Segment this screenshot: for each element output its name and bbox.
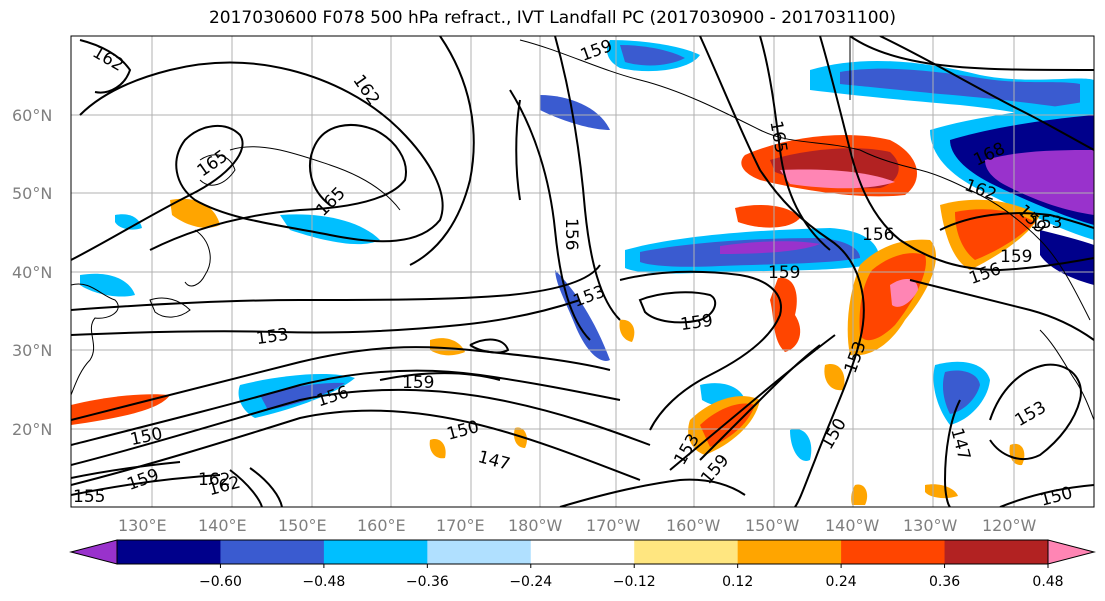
blue-region — [540, 95, 610, 130]
colorbar-frame — [116, 539, 1049, 565]
longitude-label: 150°W — [745, 516, 800, 535]
contour-label: 156 — [862, 225, 894, 245]
warm-region — [170, 198, 220, 228]
longitude-label: 130°W — [903, 516, 958, 535]
longitude-label: 170°E — [436, 516, 485, 535]
contour-label: 150 — [1038, 483, 1075, 511]
blue-region — [1040, 230, 1094, 285]
warm-region — [735, 205, 800, 228]
longitude-label: 160°E — [357, 516, 406, 535]
colorbar-tick-label: 0.12 — [722, 574, 753, 590]
longitude-label: 180°W — [508, 516, 563, 535]
contour-label: 153 — [255, 325, 290, 349]
plot-area: 162 162 159 165 165 165 168 162 159 156 … — [71, 36, 1094, 511]
contour-label: 159 — [679, 311, 714, 335]
contour-label: 162 — [198, 470, 230, 490]
latitude-label: 30°N — [12, 341, 52, 360]
longitude-label: 150°E — [278, 516, 327, 535]
colorbar-right-extension — [1047, 539, 1096, 565]
warm-region — [851, 484, 868, 505]
latitude-label: 40°N — [12, 263, 52, 282]
warm-region — [514, 427, 527, 448]
warm-region — [890, 278, 918, 307]
colorbar-segment — [220, 540, 325, 564]
map-frame — [70, 35, 1095, 508]
colorbar-segment — [323, 540, 428, 564]
contour-label: 153 — [1030, 213, 1062, 233]
colorbar-segment — [427, 540, 532, 564]
colorbar-tick-label: −0.36 — [406, 574, 449, 590]
colorbar: −0.60 −0.48 −0.36 −0.24 −0.12 0.12 0.24 0.36 0.4… — [69, 539, 1096, 590]
blue-region — [840, 68, 1080, 110]
colorbar-segment — [530, 540, 635, 564]
warm-region — [429, 439, 446, 459]
colorbar-tick-label: −0.48 — [302, 574, 345, 590]
longitude-label: 130°E — [118, 516, 167, 535]
coastlines — [71, 36, 1094, 421]
contour-label: 156 — [561, 218, 581, 250]
colorbar-left-extension — [69, 539, 118, 565]
colorbar-tick-label: −0.24 — [509, 574, 552, 590]
colorbar-tick-label: 0.24 — [826, 574, 857, 590]
latitude-labels: 60°N 50°N 40°N 30°N 20°N — [12, 106, 52, 439]
warm-region — [780, 169, 895, 189]
map-title: 2017030600 F078 500 hPa refract., IVT La… — [208, 8, 896, 28]
blue-region — [985, 150, 1094, 215]
colorbar-segment — [117, 540, 221, 564]
longitude-labels: 130°E 140°E 150°E 160°E 170°E 180°W 170°… — [118, 516, 1037, 535]
blue-region — [790, 429, 812, 461]
warm-region — [824, 364, 845, 391]
contour-lines — [71, 36, 1094, 507]
warm-region — [619, 319, 635, 342]
warm-region — [430, 338, 465, 356]
colorbar-segment — [944, 540, 1049, 564]
colorbar-segment — [841, 540, 946, 564]
blue-region — [280, 214, 380, 245]
colorbar-segment — [737, 540, 842, 564]
colorbar-segment — [634, 540, 739, 564]
blue-region — [620, 45, 685, 66]
colorbar-tick-label: −0.60 — [199, 574, 242, 590]
blue-region — [720, 241, 820, 254]
warm-region — [955, 209, 1035, 260]
longitude-label: 170°W — [586, 516, 641, 535]
longitude-label: 120°W — [982, 516, 1037, 535]
longitude-label: 160°W — [666, 516, 721, 535]
latitude-label: 60°N — [12, 106, 52, 125]
latitude-label: 50°N — [12, 184, 52, 203]
blue-region — [555, 270, 610, 361]
blue-region — [80, 273, 135, 297]
gridlines — [71, 36, 1094, 507]
contour-label: 159 — [768, 263, 800, 283]
longitude-label: 140°E — [198, 516, 247, 535]
longitude-label: 140°W — [825, 516, 880, 535]
colorbar-tick-label: −0.12 — [613, 574, 656, 590]
warm-region — [700, 403, 755, 447]
contour-label: 159 — [402, 373, 434, 393]
colorbar-tick-label: 0.48 — [1032, 574, 1063, 590]
contour-label: 159 — [1000, 247, 1032, 267]
filled-regions — [71, 40, 1094, 505]
latitude-label: 20°N — [12, 420, 52, 439]
blue-region — [115, 214, 142, 230]
blue-region — [260, 382, 345, 410]
contour-label: 155 — [73, 487, 105, 507]
blue-region — [942, 370, 980, 414]
colorbar-tick-label: 0.36 — [929, 574, 960, 590]
